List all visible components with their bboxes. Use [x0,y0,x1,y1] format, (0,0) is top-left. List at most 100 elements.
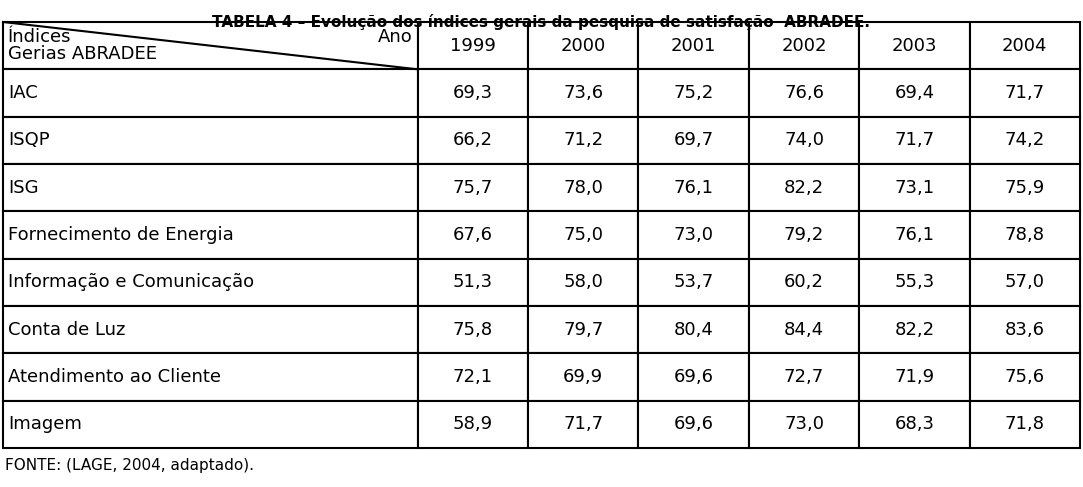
Bar [748,164,859,211]
Text: 83,6: 83,6 [1005,320,1045,338]
Text: Informação e Comunicação: Informação e Comunicação [8,273,255,291]
Bar [859,306,969,354]
Bar [418,22,529,69]
Text: 69,3: 69,3 [453,84,493,102]
Bar [859,259,969,306]
Bar [3,401,418,448]
Text: 60,2: 60,2 [784,273,824,291]
Bar [529,401,639,448]
Bar [859,401,969,448]
Bar [969,164,1080,211]
Text: Atendimento ao Cliente: Atendimento ao Cliente [8,368,221,386]
Bar [529,259,639,306]
Bar [529,22,639,69]
Bar [859,117,969,164]
Bar [3,164,418,211]
Text: Ano: Ano [378,28,413,46]
Bar [748,117,859,164]
Bar [969,22,1080,69]
Text: 69,6: 69,6 [674,415,714,433]
Text: 71,2: 71,2 [563,131,603,150]
Bar [529,69,639,117]
Text: 53,7: 53,7 [674,273,714,291]
Bar [529,354,639,401]
Text: 73,6: 73,6 [563,84,603,102]
Bar [639,401,748,448]
Text: 75,7: 75,7 [453,179,493,197]
Text: Imagem: Imagem [8,415,82,433]
Text: ISQP: ISQP [8,131,50,150]
Text: 82,2: 82,2 [895,320,935,338]
Bar [3,117,418,164]
Bar [859,69,969,117]
Text: 75,0: 75,0 [563,226,603,244]
Text: ISG: ISG [8,179,39,197]
Bar [529,117,639,164]
Text: 2004: 2004 [1002,37,1047,55]
Text: 74,2: 74,2 [1005,131,1045,150]
Bar [969,117,1080,164]
Bar [748,69,859,117]
Text: 79,2: 79,2 [784,226,824,244]
Bar [639,354,748,401]
Bar [748,306,859,354]
Bar [418,354,529,401]
Text: 82,2: 82,2 [784,179,824,197]
Bar [748,22,859,69]
Bar [418,306,529,354]
Text: 84,4: 84,4 [784,320,824,338]
Text: 74,0: 74,0 [784,131,824,150]
Text: 67,6: 67,6 [453,226,493,244]
Bar [418,164,529,211]
Text: 76,6: 76,6 [784,84,824,102]
Text: IAC: IAC [8,84,38,102]
Text: 71,7: 71,7 [895,131,935,150]
Bar [418,401,529,448]
Text: 72,7: 72,7 [784,368,824,386]
Text: 2001: 2001 [671,37,716,55]
Bar [3,306,418,354]
Text: 2002: 2002 [781,37,826,55]
Bar [639,22,748,69]
Text: 66,2: 66,2 [453,131,493,150]
Bar [639,259,748,306]
Text: 51,3: 51,3 [453,273,493,291]
Text: 78,0: 78,0 [563,179,603,197]
Text: 2000: 2000 [561,37,605,55]
Bar [639,117,748,164]
Text: 55,3: 55,3 [895,273,935,291]
Text: 75,2: 75,2 [674,84,714,102]
Bar [748,211,859,259]
Text: 69,7: 69,7 [674,131,714,150]
Text: Índices: Índices [8,28,71,46]
Text: 71,9: 71,9 [895,368,935,386]
Bar [748,354,859,401]
Text: 73,0: 73,0 [674,226,714,244]
Text: 80,4: 80,4 [674,320,714,338]
Bar [969,401,1080,448]
Bar [418,211,529,259]
Bar [969,69,1080,117]
Text: 69,6: 69,6 [674,368,714,386]
Bar [639,164,748,211]
Text: 58,0: 58,0 [563,273,603,291]
Bar [639,306,748,354]
Text: 78,8: 78,8 [1005,226,1045,244]
Bar [3,354,418,401]
Text: 72,1: 72,1 [453,368,493,386]
Bar [969,259,1080,306]
Bar [418,69,529,117]
Text: 76,1: 76,1 [674,179,714,197]
Bar [969,354,1080,401]
Bar [748,259,859,306]
Text: 58,9: 58,9 [453,415,493,433]
Text: 73,0: 73,0 [784,415,824,433]
Bar [529,211,639,259]
Bar [639,69,748,117]
Bar [859,164,969,211]
Text: 69,4: 69,4 [895,84,935,102]
Text: FONTE: (LAGE, 2004, adaptado).: FONTE: (LAGE, 2004, adaptado). [5,458,255,473]
Text: 71,7: 71,7 [1005,84,1045,102]
Bar [859,211,969,259]
Bar [969,211,1080,259]
